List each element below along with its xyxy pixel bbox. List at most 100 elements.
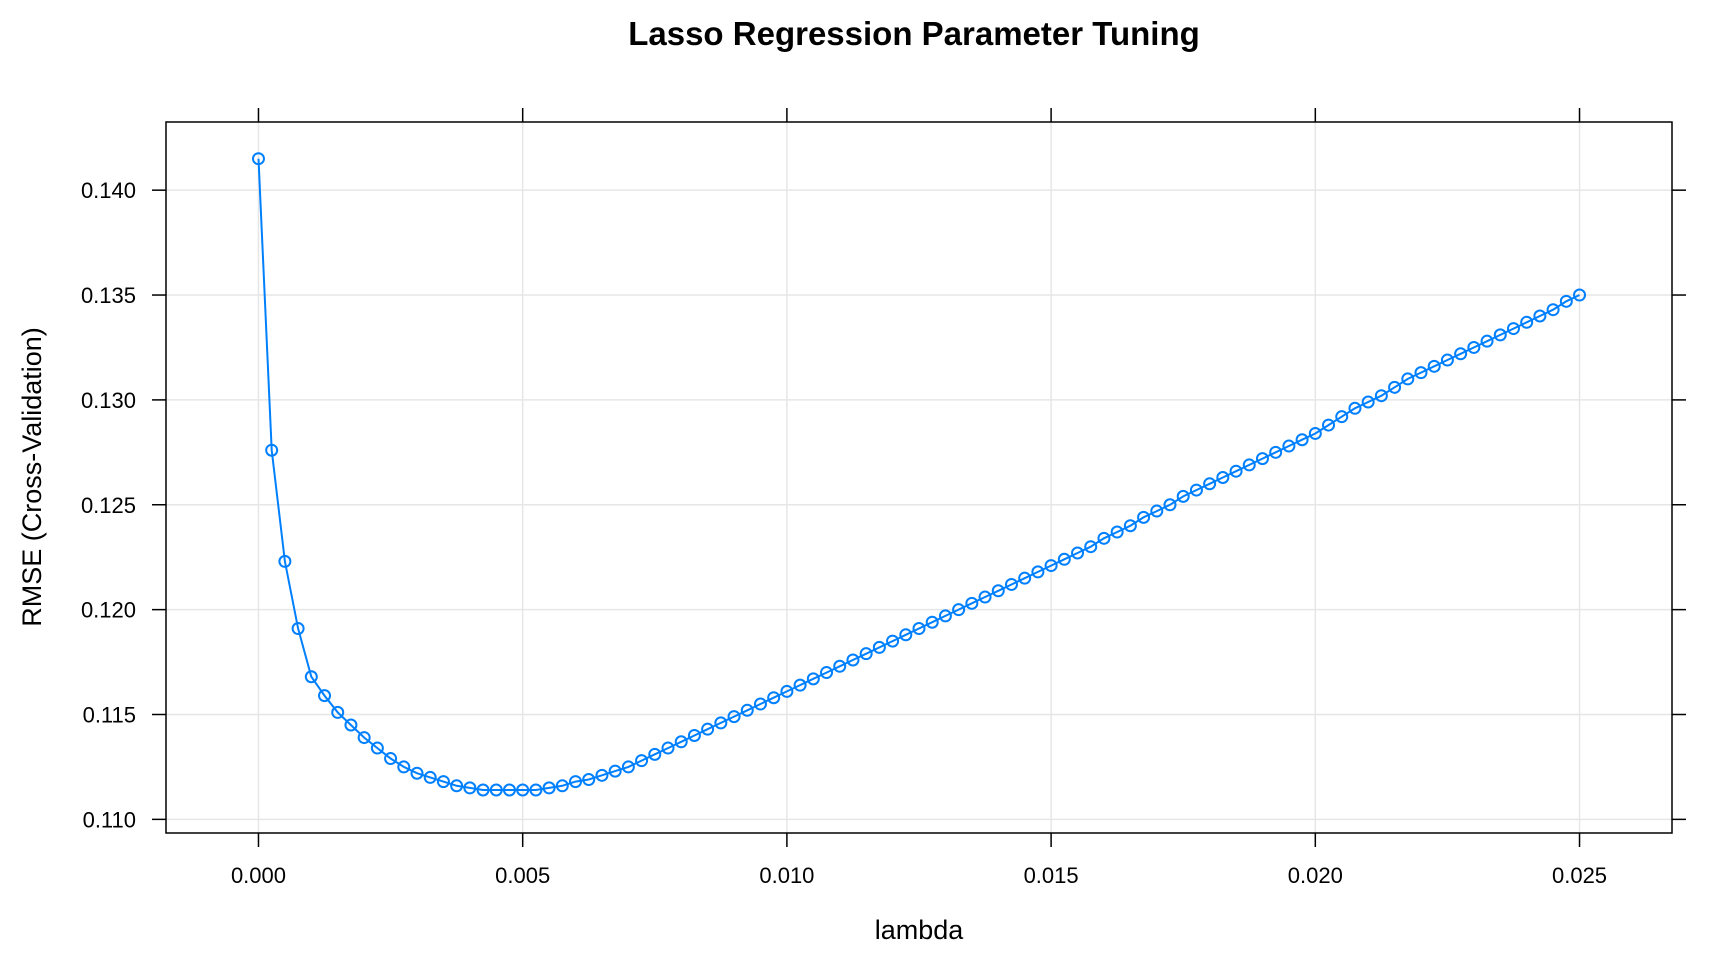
x-tick-label: 0.020 [1288,863,1343,888]
data-point [1467,340,1481,354]
data-point [687,728,701,742]
x-tick-label: 0.025 [1552,863,1607,888]
data-point [555,779,569,793]
data-point [1322,418,1336,432]
data-point [450,779,464,793]
data-point [1559,294,1573,308]
data-point [1123,519,1137,533]
data-point [384,752,398,766]
data-point [265,443,279,457]
y-tick-label: 0.130 [81,388,136,413]
series-line-group [251,152,1587,797]
data-point [331,705,345,719]
data-point [872,640,886,654]
data-point [278,554,292,568]
data-point [674,735,688,749]
data-point [701,722,715,736]
y-tick-label: 0.140 [81,178,136,203]
data-point [1229,464,1243,478]
data-point [516,783,530,797]
data-point [423,770,437,784]
data-point [502,783,516,797]
data-point [436,775,450,789]
plot-frame [165,121,1673,834]
data-point [727,710,741,724]
data-point [938,609,952,623]
x-tick-label: 0.000 [231,863,286,888]
data-point [753,697,767,711]
data-point [1137,510,1151,524]
data-point [1031,565,1045,579]
y-tick-label: 0.125 [81,493,136,518]
data-point [1189,483,1203,497]
data-point [1255,452,1269,466]
data-point [780,684,794,698]
data-point [648,747,662,761]
data-point [621,760,635,774]
data-point [714,716,728,730]
data-point [318,689,332,703]
x-axis-label: lambda [875,915,965,945]
data-point [886,634,900,648]
data-point [1097,531,1111,545]
y-axis-label: RMSE (Cross-Validation) [17,327,47,627]
data-point [397,760,411,774]
data-point [1361,395,1375,409]
data-point [1480,334,1494,348]
data-point [635,754,649,768]
data-point [1176,489,1190,503]
data-point [793,678,807,692]
data-point [978,590,992,604]
x-tick-label: 0.015 [1024,863,1079,888]
data-point [1401,372,1415,386]
data-point [291,622,305,636]
chart-title: Lasso Regression Parameter Tuning [628,15,1200,52]
data-point [1110,525,1124,539]
data-point [820,666,834,680]
data-point [661,741,675,755]
data-point [304,670,318,684]
data-point [542,781,556,795]
data-point [476,783,490,797]
data-point [806,672,820,686]
data-point [912,622,926,636]
data-point [767,691,781,705]
data-point [925,615,939,629]
data-point [1295,433,1309,447]
data-point [965,596,979,610]
data-point [899,628,913,642]
data-point [1506,322,1520,336]
data-point [1348,401,1362,415]
data-point [740,703,754,717]
data-point [1018,571,1032,585]
data-point [357,731,371,745]
y-tick-label: 0.120 [81,598,136,623]
data-point [582,773,596,787]
data-point [410,766,424,780]
data-point [833,659,847,673]
data-point [463,781,477,795]
data-point [1163,498,1177,512]
data-point [1414,366,1428,380]
y-tick-label: 0.110 [83,807,136,832]
data-point [1071,546,1085,560]
grid [166,122,1672,833]
data-point [529,783,543,797]
data-point [1308,426,1322,440]
data-point [952,603,966,617]
x-tick-label: 0.010 [759,863,814,888]
data-point [1493,328,1507,342]
data-point [1216,471,1230,484]
data-point [1546,303,1560,317]
data-point [1084,540,1098,554]
data-point [1573,288,1587,302]
y-tick-label: 0.135 [81,283,136,308]
y-tick-label: 0.115 [83,703,136,728]
data-point [1057,552,1071,566]
data-point [489,783,503,797]
data-point [251,152,265,166]
data-point [1533,309,1547,323]
data-point [569,775,583,789]
